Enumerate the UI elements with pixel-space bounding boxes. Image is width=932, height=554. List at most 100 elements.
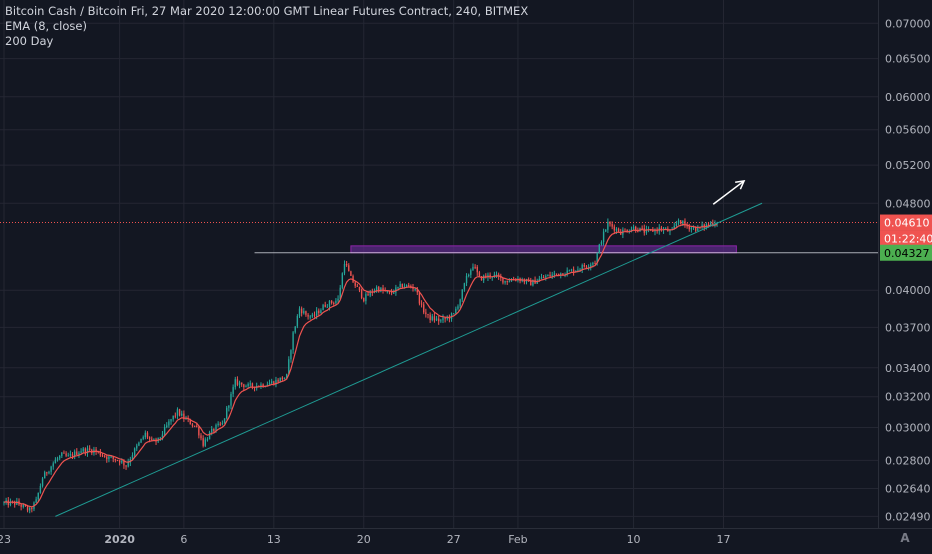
candle-body[interactable] xyxy=(138,442,140,446)
candle-body[interactable] xyxy=(446,317,448,319)
candle-body[interactable] xyxy=(540,277,543,279)
candle-body[interactable] xyxy=(243,384,245,388)
candle-body[interactable] xyxy=(161,434,164,438)
candle-body[interactable] xyxy=(108,456,110,460)
candle-body[interactable] xyxy=(241,382,243,385)
candle-body[interactable] xyxy=(703,224,705,228)
candle-body[interactable] xyxy=(547,274,549,277)
candle-body[interactable] xyxy=(65,453,67,456)
candle-body[interactable] xyxy=(480,276,483,281)
candle-body[interactable] xyxy=(144,432,147,438)
candle-body[interactable] xyxy=(35,499,37,503)
candle-body[interactable] xyxy=(219,423,221,425)
candle-body[interactable] xyxy=(127,462,129,467)
candle-body[interactable] xyxy=(20,504,22,507)
candle-body[interactable] xyxy=(557,273,560,276)
candle-body[interactable] xyxy=(238,382,241,385)
candle-body[interactable] xyxy=(318,310,320,314)
candle-body[interactable] xyxy=(39,486,42,493)
candle-body[interactable] xyxy=(697,226,699,231)
candle-body[interactable] xyxy=(228,405,230,408)
candle-body[interactable] xyxy=(694,226,697,231)
candle-body[interactable] xyxy=(457,306,459,309)
candle-body[interactable] xyxy=(568,270,571,272)
candle-body[interactable] xyxy=(273,381,275,385)
candle-body[interactable] xyxy=(467,274,470,276)
candle-body[interactable] xyxy=(230,393,232,406)
candle-body[interactable] xyxy=(46,472,48,474)
candle-body[interactable] xyxy=(178,409,181,416)
candle-body[interactable] xyxy=(307,314,309,317)
candle-body[interactable] xyxy=(221,423,224,425)
candle-body[interactable] xyxy=(425,312,427,314)
candle-body[interactable] xyxy=(88,448,91,450)
candle-body[interactable] xyxy=(408,285,410,287)
candle-body[interactable] xyxy=(350,271,352,276)
candle-body[interactable] xyxy=(502,277,504,283)
candle-body[interactable] xyxy=(294,326,296,333)
candle-body[interactable] xyxy=(412,287,414,289)
candle-body[interactable] xyxy=(251,383,254,387)
candle-body[interactable] xyxy=(532,279,534,286)
candle-body[interactable] xyxy=(414,288,416,290)
candle-body[interactable] xyxy=(86,448,89,454)
candle-body[interactable] xyxy=(555,273,558,275)
candle-body[interactable] xyxy=(298,308,301,316)
candle-body[interactable] xyxy=(123,460,125,466)
candle-body[interactable] xyxy=(54,459,57,464)
candle-body[interactable] xyxy=(268,383,271,385)
candle-body[interactable] xyxy=(326,306,329,308)
candle-body[interactable] xyxy=(335,300,337,304)
candle-body[interactable] xyxy=(341,273,344,288)
candle-body[interactable] xyxy=(41,478,44,487)
candle-body[interactable] xyxy=(198,426,200,436)
candle-body[interactable] xyxy=(283,377,286,380)
candle-body[interactable] xyxy=(26,506,29,511)
candle-body[interactable] xyxy=(37,492,39,500)
candle-body[interactable] xyxy=(590,264,592,267)
candle-body[interactable] xyxy=(530,279,532,286)
candle-body[interactable] xyxy=(206,439,209,441)
candle-body[interactable] xyxy=(390,292,393,294)
candle-body[interactable] xyxy=(193,425,196,427)
candle-body[interactable] xyxy=(712,223,714,226)
candle-body[interactable] xyxy=(435,318,438,321)
candle-body[interactable] xyxy=(677,220,680,224)
candle-body[interactable] xyxy=(29,507,31,511)
candle-body[interactable] xyxy=(125,465,127,467)
candle-body[interactable] xyxy=(463,283,466,290)
candle-body[interactable] xyxy=(52,463,54,467)
candle-body[interactable] xyxy=(73,451,76,457)
candle-body[interactable] xyxy=(166,425,168,428)
candle-body[interactable] xyxy=(202,438,204,446)
candle-body[interactable] xyxy=(617,228,620,232)
candle-body[interactable] xyxy=(211,428,213,433)
candle-body[interactable] xyxy=(538,278,541,282)
candle-body[interactable] xyxy=(465,275,468,284)
candle-body[interactable] xyxy=(615,228,618,231)
candle-body[interactable] xyxy=(213,428,215,432)
candle-body[interactable] xyxy=(707,224,710,226)
candle-body[interactable] xyxy=(328,300,331,307)
candle-body[interactable] xyxy=(423,304,425,313)
candle-body[interactable] xyxy=(337,298,339,301)
candle-body[interactable] xyxy=(369,291,371,296)
candle-body[interactable] xyxy=(43,472,46,479)
candle-body[interactable] xyxy=(116,460,119,462)
candle-body[interactable] xyxy=(9,501,12,506)
candle-body[interactable] xyxy=(303,311,305,314)
candle-body[interactable] xyxy=(596,253,598,264)
candle-body[interactable] xyxy=(386,291,389,293)
candle-body[interactable] xyxy=(153,439,155,441)
candle-body[interactable] xyxy=(686,225,688,227)
candle-body[interactable] xyxy=(669,229,671,232)
candle-body[interactable] xyxy=(542,277,545,279)
candle-body[interactable] xyxy=(189,419,191,425)
candle-body[interactable] xyxy=(367,294,369,296)
candle-body[interactable] xyxy=(478,272,481,277)
candle-body[interactable] xyxy=(270,381,273,384)
candle-body[interactable] xyxy=(204,439,206,446)
candle-body[interactable] xyxy=(562,273,564,276)
candle-body[interactable] xyxy=(183,413,185,420)
candle-body[interactable] xyxy=(345,264,348,266)
